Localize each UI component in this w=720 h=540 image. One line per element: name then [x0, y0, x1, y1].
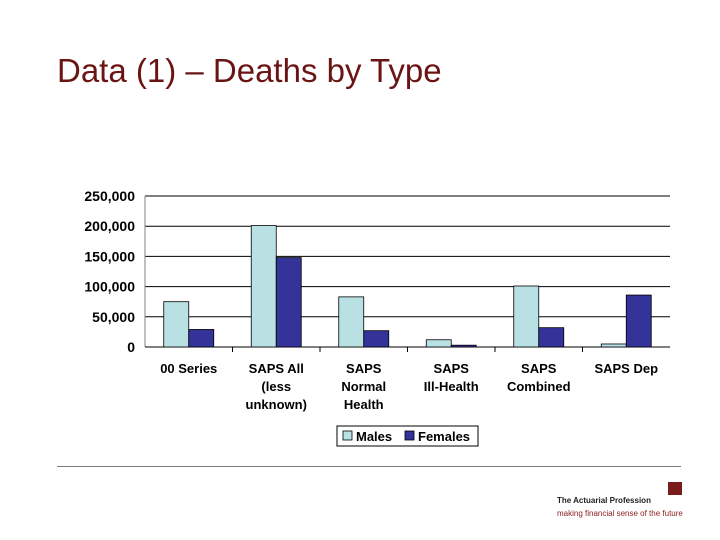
slide-title: Data (1) – Deaths by Type [57, 52, 442, 89]
bar-males [425, 339, 452, 348]
x-category-label: 00 Series [160, 361, 217, 376]
brand-logo-square [668, 482, 682, 495]
x-category-label: SAPS Dep [594, 361, 658, 376]
legend-swatch-females [404, 430, 415, 441]
bar-females [450, 344, 477, 348]
legend-label-males: Males [356, 429, 392, 444]
bar-females [625, 294, 652, 348]
x-category-label: SAPS Combined [507, 361, 571, 394]
legend-label-females: Females [418, 429, 470, 444]
y-tick-label: 200,000 [84, 218, 135, 234]
footer-divider [57, 466, 681, 467]
x-category-label: SAPS Ill-Health [424, 361, 479, 394]
brand-name: The Actuarial Profession [557, 496, 651, 505]
bar-males [600, 343, 627, 348]
bar-females [275, 257, 302, 348]
y-tick-label: 100,000 [84, 279, 135, 295]
legend-swatch-males [342, 430, 353, 441]
x-category-label: SAPS All (less unknown) [246, 361, 307, 412]
y-tick-label: 150,000 [84, 248, 135, 264]
bar-females [538, 327, 565, 348]
brand-tagline: making financial sense of the future [557, 509, 683, 518]
bar-females [363, 330, 390, 348]
bar-males [250, 225, 277, 348]
y-tick-label: 50,000 [92, 309, 135, 325]
x-category-label: SAPS Normal Health [341, 361, 386, 412]
y-tick-label: 0 [127, 339, 135, 355]
y-tick-label: 250,000 [84, 188, 135, 204]
bar-males [163, 301, 190, 348]
bar-females [188, 329, 215, 348]
bar-males [338, 296, 365, 348]
bar-males [513, 285, 540, 348]
